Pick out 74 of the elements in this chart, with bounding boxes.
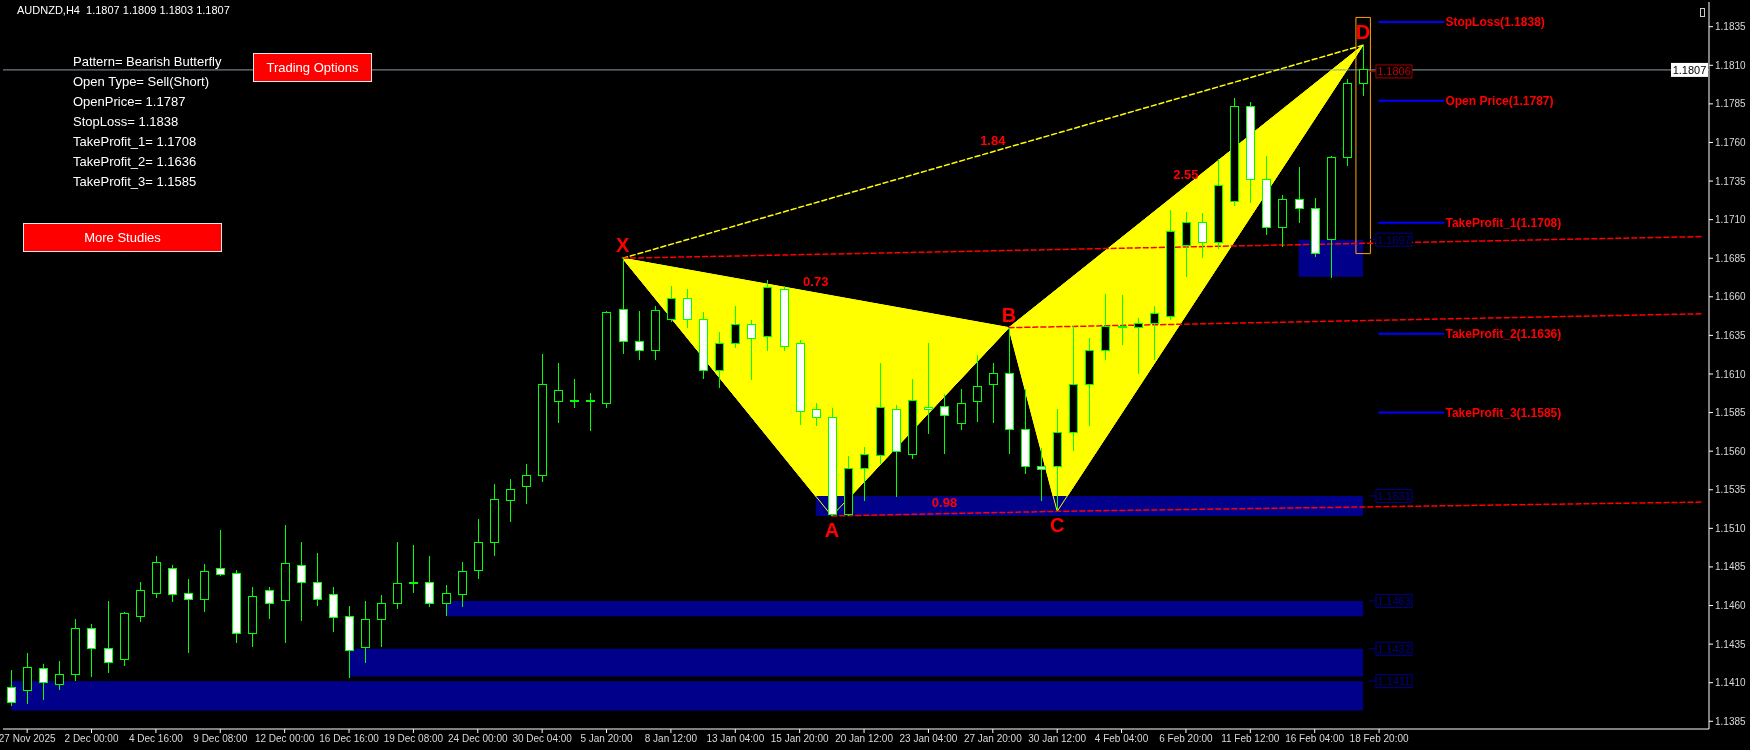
annotation: 1.1697	[1377, 233, 1411, 246]
y-tick-label: 1.1660	[1715, 291, 1747, 303]
x-tick-label: 24 Dec 00:00	[448, 733, 508, 745]
annotation: StopLoss= 1.1838	[73, 114, 179, 130]
annotation: 1.1432	[1377, 642, 1411, 655]
x-tick-label: 5 Jan 20:00	[580, 733, 634, 745]
annotation: 1.1531	[1377, 489, 1411, 502]
y-tick-label: 1.1385	[1715, 715, 1747, 727]
ref-line-label: 1.1807	[1672, 63, 1707, 76]
y-tick-label: 1.1560	[1715, 445, 1747, 457]
series-label: 0.73	[803, 273, 829, 289]
x-tick-label: 11 Feb 12:00	[1221, 733, 1280, 745]
annotation: More Studies	[84, 230, 161, 245]
x-tick-label: 4 Dec 16:00	[128, 733, 184, 745]
y-tick-label: 1.1410	[1715, 677, 1747, 689]
x-tick-label: 30 Jan 12:00	[1028, 733, 1087, 745]
y-tick-label: 1.1685	[1715, 252, 1747, 264]
x-tick-label: 19 Dec 08:00	[383, 733, 444, 745]
series-label: TakeProfit_1(1.1708)	[1445, 215, 1562, 230]
y-tick-label: 1.1710	[1715, 214, 1747, 226]
x-tick-label: 23 Jan 04:00	[899, 733, 958, 745]
y-tick-label: 1.1785	[1715, 98, 1747, 110]
annotation: Trading Options	[266, 60, 359, 75]
series-label: Open Price(1.1787)	[1445, 93, 1554, 108]
data-label: C	[1049, 514, 1065, 537]
y-tick-label: 1.1760	[1715, 137, 1747, 149]
x-tick-label: 16 Dec 16:00	[319, 733, 380, 745]
y-tick-label: 1.1585	[1715, 407, 1747, 419]
button: More Studies	[23, 223, 222, 252]
annotation: TakeProfit_1= 1.1708	[73, 134, 197, 150]
series-label: 0.98	[931, 494, 958, 510]
x-tick-label: 27 Nov 2025	[0, 733, 56, 745]
annotation: Open Type= Sell(Short)	[73, 74, 209, 90]
x-tick-label: 30 Dec 04:00	[512, 733, 573, 745]
data-label: A	[824, 518, 840, 541]
annotation: 1.1806	[1377, 65, 1411, 78]
y-tick-label: 1.1735	[1715, 175, 1747, 187]
annotation: 1.1411	[1377, 675, 1411, 688]
chart-title: AUDNZD,H4 1.1807 1.1809 1.1803 1.1807	[17, 4, 230, 17]
x-tick-label: 15 Jan 20:00	[770, 733, 830, 745]
x-tick-label: 6 Feb 20:00	[1159, 733, 1214, 745]
y-tick-label: 1.1610	[1715, 368, 1747, 380]
x-tick-label: 20 Jan 12:00	[835, 733, 894, 745]
series-label: StopLoss(1.1838)	[1445, 15, 1545, 30]
annotation: TakeProfit_2= 1.1636	[73, 154, 197, 170]
x-tick-label: 16 Feb 04:00	[1285, 733, 1345, 745]
y-tick-label: 1.1485	[1715, 561, 1747, 573]
y-tick-label: 1.1510	[1715, 522, 1747, 534]
y-tick-label: 1.1460	[1715, 600, 1747, 612]
annotation: 1.1463	[1377, 594, 1411, 607]
y-tick-label: 1.1835	[1715, 21, 1747, 33]
x-tick-label: 18 Feb 20:00	[1349, 733, 1409, 745]
x-tick-label: 2 Dec 00:00	[64, 733, 119, 745]
x-tick-label: 12 Dec 00:00	[254, 733, 315, 745]
x-tick-label: 13 Jan 04:00	[706, 733, 765, 745]
annotation: TakeProfit_3= 1.1585	[73, 174, 197, 190]
x-tick-label: 27 Jan 20:00	[963, 733, 1023, 745]
data-label: D	[1355, 21, 1371, 44]
y-tick-label: 1.1435	[1715, 638, 1747, 650]
x-tick-label: 8 Jan 12:00	[644, 733, 698, 745]
y-tick-label: 1.1635	[1715, 329, 1747, 341]
series-label: 2.55	[1173, 167, 1199, 183]
x-tick-label: 4 Feb 04:00	[1094, 733, 1149, 745]
series-label: TakeProfit_2(1.1636)	[1445, 326, 1562, 341]
annotation: OpenPrice= 1.1787	[73, 94, 186, 110]
y-tick-label: 1.1810	[1715, 59, 1747, 71]
button: Trading Options	[253, 53, 372, 82]
data-label: B	[1001, 303, 1017, 326]
data-label: X	[615, 234, 630, 257]
annotation: Pattern= Bearish Butterfly	[73, 54, 222, 70]
y-tick-label: 1.1535	[1715, 484, 1747, 496]
x-tick-label: 9 Dec 08:00	[193, 733, 248, 745]
series-label: 1.84	[980, 132, 1007, 148]
series-label: TakeProfit_3(1.1585)	[1445, 405, 1562, 420]
